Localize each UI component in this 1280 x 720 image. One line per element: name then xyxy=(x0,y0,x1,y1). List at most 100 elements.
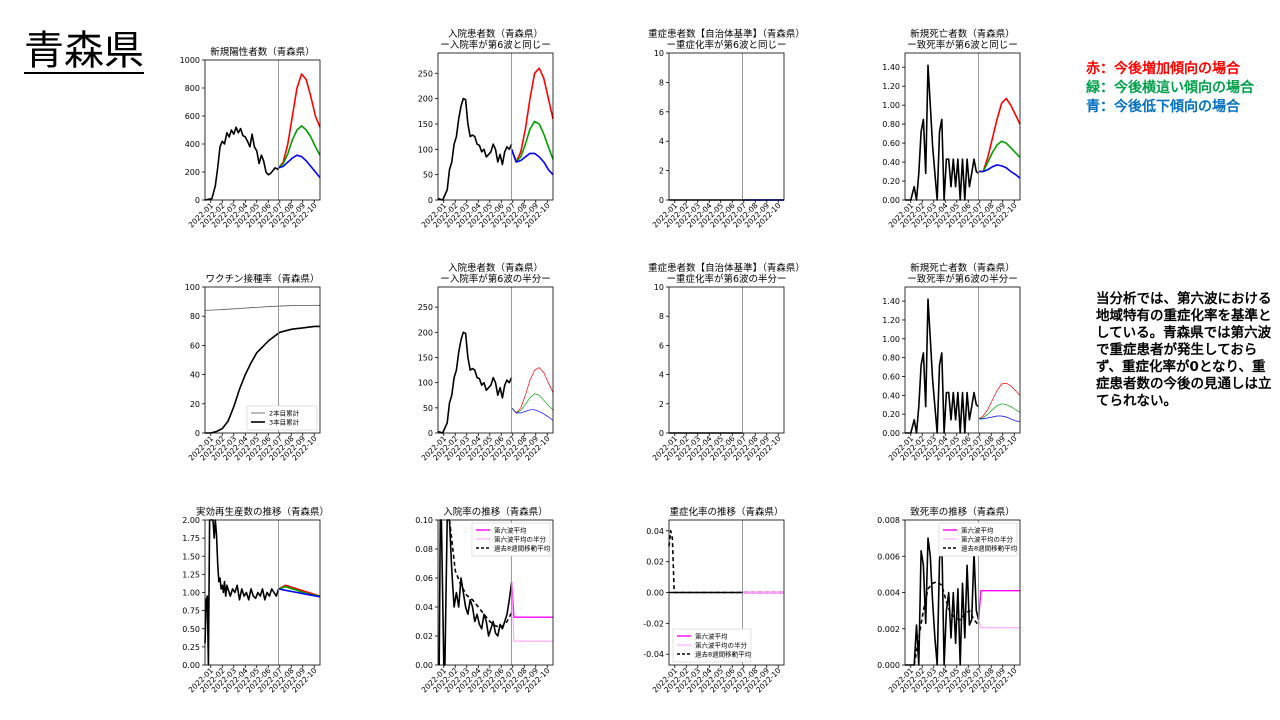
y-tick-label: 200 xyxy=(185,168,200,177)
plot-frame xyxy=(437,286,554,434)
y-tick-label: 0.40 xyxy=(882,158,900,167)
series-actual xyxy=(204,519,280,666)
chart-title: ー致死率が第6波と同じー xyxy=(907,39,1018,51)
series-sixth_half xyxy=(978,619,1020,629)
chart-title: 新規死亡者数（青森県） xyxy=(910,28,1015,40)
series-ma8 xyxy=(913,580,980,666)
y-tick-label: 1.00 xyxy=(882,335,900,344)
y-tick-label: 100 xyxy=(418,379,433,388)
y-tick-label: 250 xyxy=(418,69,433,78)
series-decrease xyxy=(278,588,321,598)
series-increase xyxy=(511,367,554,414)
y-tick-label: 0.75 xyxy=(182,607,200,616)
chart-deaths-same: 新規死亡者数（青森県）ー致死率が第6波と同じー 0.00 0.20 0.40 0.60 0… xyxy=(882,28,1021,230)
y-tick-label: 6 xyxy=(659,341,664,350)
plot-frame xyxy=(668,52,785,201)
projection-color-legend: 赤：今後増加傾向の場合 緑：今後横這い傾向の場合 青：今後低下傾向の場合 xyxy=(1086,60,1254,117)
series-ma8 xyxy=(668,530,784,594)
y-tick-label: 150 xyxy=(418,120,433,129)
y-tick-label: 2 xyxy=(659,400,664,409)
plot-frame xyxy=(437,519,554,666)
legend-note-flat: 緑：今後横這い傾向の場合 xyxy=(1086,80,1254,96)
y-tick-label: 0.000 xyxy=(877,661,900,670)
chart-title: 入院率の推移（青森県） xyxy=(443,506,548,518)
plot-frame xyxy=(668,286,785,434)
series-actual xyxy=(905,537,980,666)
y-tick-label: 0 xyxy=(195,429,200,438)
y-tick-label: -0.02 xyxy=(643,619,664,628)
y-tick-label: 8 xyxy=(659,312,664,321)
series-decrease xyxy=(510,149,554,176)
y-tick-label: 0 xyxy=(659,196,664,205)
chart-title: 入院患者数（青森県） xyxy=(448,28,543,40)
y-tick-label: 20 xyxy=(190,400,200,409)
page-title: 青森県 xyxy=(24,28,144,74)
series-flat xyxy=(511,393,554,414)
legend-label-sixth_avg: 第六波平均 xyxy=(494,526,527,535)
y-tick-label: 100 xyxy=(185,283,200,292)
legend-label-ma8: 過去8週間移動平均 xyxy=(695,650,752,659)
chart-title: 致死率の推移（青森県） xyxy=(910,506,1015,518)
y-tick-label: -0.04 xyxy=(643,650,664,659)
chart-title: ー致死率が第6波の半分ー xyxy=(907,273,1018,285)
y-tick-label: 0.04 xyxy=(646,527,664,536)
y-tick-label: 0.06 xyxy=(415,574,433,583)
y-tick-label: 0.80 xyxy=(882,120,900,129)
y-tick-label: 0.00 xyxy=(882,196,900,205)
chart-deaths-half: 新規死亡者数（青森県）ー致死率が第6波の半分ー 0.00 0.20 0.40 0.60 0… xyxy=(882,262,1021,463)
y-tick-label: 0.20 xyxy=(882,410,900,419)
y-tick-label: 1.50 xyxy=(182,552,200,561)
y-tick-label: 100 xyxy=(418,145,433,154)
legend-label-ma8: 過去8週間移動平均 xyxy=(961,544,1018,553)
series-increase xyxy=(277,73,321,169)
chart-rt: 実効再生産数の推移（青森県） 0.00 0.25 0.50 0.75 1.00 1.25 1.… xyxy=(182,506,329,695)
chart-hospitalized-same: 入院患者数（青森県）ー入院率が第6波と同じー050100150200250202… xyxy=(418,28,554,230)
chart-vaccination: ワクチン接種率（青森県）0204060801002022-012022-0220… xyxy=(185,273,321,463)
series-dose3 xyxy=(205,325,320,434)
y-tick-label: 0.20 xyxy=(882,177,900,186)
plot-frame xyxy=(904,286,1021,434)
legend-label-dose3: 3本目累計 xyxy=(269,418,300,427)
y-tick-label: 600 xyxy=(185,112,200,121)
legend-note-increase: 赤：今後増加傾向の場合 xyxy=(1086,61,1240,77)
legend-note-decrease: 青：今後低下傾向の場合 xyxy=(1086,99,1240,115)
y-tick-label: 0 xyxy=(195,196,200,205)
chart-title: 入院患者数（青森県） xyxy=(448,262,543,274)
series-decrease xyxy=(978,415,1021,423)
legend-label-sixth_half: 第六波平均の半分 xyxy=(494,535,547,544)
series-actual xyxy=(437,97,513,201)
y-tick-label: 0 xyxy=(659,429,664,438)
y-tick-label: 0.004 xyxy=(877,589,900,598)
y-tick-label: 4 xyxy=(659,137,664,146)
y-tick-label: 4 xyxy=(659,371,664,380)
legend-label-dose2: 2本目累計 xyxy=(269,409,300,418)
series-increase xyxy=(978,382,1021,420)
y-tick-label: 1000 xyxy=(180,56,200,65)
y-tick-label: 0.002 xyxy=(877,625,900,634)
y-tick-label: 0 xyxy=(428,429,433,438)
y-tick-label: 0.40 xyxy=(882,391,900,400)
plot-frame xyxy=(904,52,1021,201)
y-tick-label: 50 xyxy=(423,404,433,413)
y-tick-label: 0.00 xyxy=(415,661,433,670)
series-sixth_avg xyxy=(510,582,553,618)
y-tick-label: 0.02 xyxy=(646,558,664,567)
series-increase xyxy=(510,67,554,163)
y-tick-label: 0.04 xyxy=(415,603,433,612)
chart-title: ー重症化率が第6波と同じー xyxy=(666,39,786,51)
legend-label-sixth_half: 第六波平均の半分 xyxy=(695,641,748,650)
chart-title: 重症患者数【自治体基準】（青森県） xyxy=(648,28,805,40)
legend-label-ma8: 過去8週間移動平均 xyxy=(494,544,551,553)
legend-label-sixth_avg: 第六波平均 xyxy=(695,632,728,641)
chart-title: 実効再生産数の推移（青森県） xyxy=(196,506,329,518)
y-tick-label: 50 xyxy=(423,171,433,180)
y-tick-label: 1.25 xyxy=(182,570,200,579)
y-tick-label: 0 xyxy=(428,196,433,205)
y-tick-label: 60 xyxy=(190,341,200,350)
y-tick-label: 10 xyxy=(654,49,664,58)
y-tick-label: 40 xyxy=(190,371,200,380)
chart-title: ワクチン接種率（青森県） xyxy=(205,273,319,285)
chart-title: 新規陽性者数（青森県） xyxy=(210,46,315,58)
series-actual xyxy=(437,331,513,434)
